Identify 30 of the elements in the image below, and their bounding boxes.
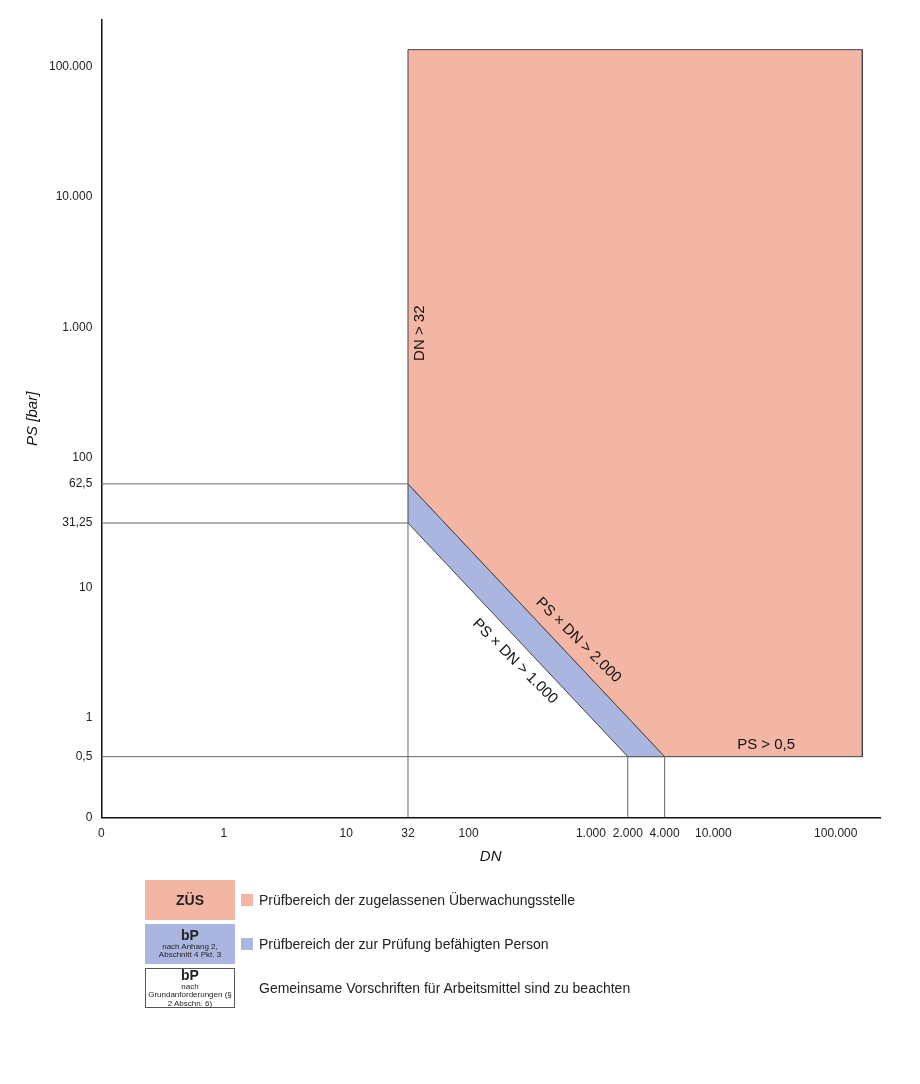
legend-label: Prüfbereich der zur Prüfung befähigten Person — [259, 936, 549, 952]
y-axis-title: PS [bar] — [23, 390, 41, 446]
x-tick-label: 1.000 — [575, 826, 607, 841]
y-tick-label: 10 — [79, 579, 93, 594]
text: ZÜS — [176, 891, 204, 908]
legend-label: Prüfbereich der zugelassenen Überwachungsstelle — [259, 892, 575, 908]
x-tick-label: 0 — [98, 826, 106, 841]
y-tick-label: 0 — [85, 809, 93, 824]
x-tick-label: 4.000 — [649, 826, 680, 841]
legend-box: bP nach Grundanforderungen (§ 2 Abschn. 6) — [145, 968, 235, 1008]
x-tick-label: 100 — [458, 826, 479, 841]
x-tick-label: 100.000 — [814, 826, 858, 841]
y-tick-label: 100 — [72, 449, 93, 464]
x-tick-label: 2.000 — [612, 826, 644, 841]
y-tick-label: 0,5 — [75, 748, 93, 763]
y-tick-label: 10.000 — [55, 189, 93, 204]
annotation: PS > 0,5 — [737, 734, 796, 752]
y-tick-label: 1.000 — [62, 319, 93, 334]
x-tick-label: 32 — [401, 826, 415, 841]
y-tick-label: 62,5 — [69, 476, 93, 491]
annotation: DN > 32 — [410, 305, 428, 361]
x-tick-label: 1 — [220, 826, 228, 841]
x-tick-label: 10 — [339, 826, 354, 841]
y-tick-label: 100.000 — [48, 59, 93, 74]
text: bP nach Anhang 2, Abschnitt 4 Pkt. 3 — [146, 927, 234, 960]
text: Gemeinsame Vorschriften für Arbeitsmittel sind zu beachten — [259, 980, 631, 996]
x-axis-title: DN — [479, 847, 502, 865]
y-tick-label: 31,25 — [62, 515, 93, 530]
y-tick-label: 1 — [85, 709, 93, 724]
x-tick-label: 10.000 — [694, 826, 733, 841]
